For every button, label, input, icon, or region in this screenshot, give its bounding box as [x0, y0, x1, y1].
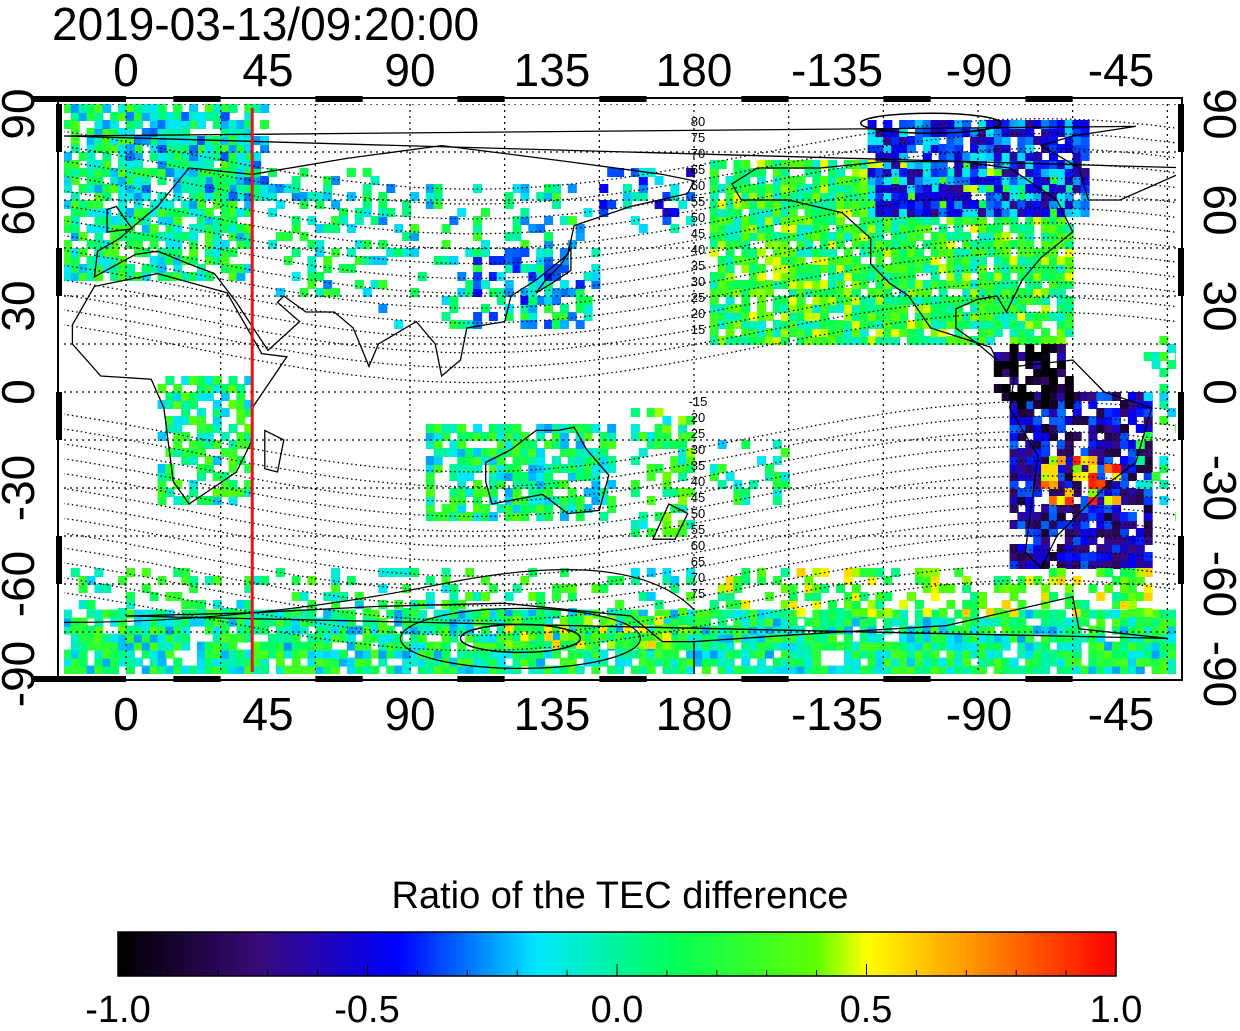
right-latitude-label: -60: [1194, 551, 1240, 617]
bottom-longitude-label: -90: [946, 688, 1012, 740]
contour-label: 65: [691, 554, 705, 569]
map-area: [64, 104, 1176, 674]
contour-label: 45: [691, 226, 705, 241]
bottom-longitude-label: 0: [113, 688, 139, 740]
bottom-longitude-label: 90: [384, 688, 435, 740]
top-longitude-label: -45: [1088, 44, 1154, 96]
contour-label: 60: [691, 178, 705, 193]
top-longitude-label: 45: [242, 44, 293, 96]
contour-label: 30: [691, 274, 705, 289]
contour-label: 15: [691, 322, 705, 337]
top-longitude-label: -135: [791, 44, 883, 96]
bottom-longitude-label: -45: [1088, 688, 1154, 740]
contour-label: 80: [691, 114, 705, 129]
top-longitude-labels: 0 45 90 135 180 -135 -90 -45: [113, 44, 1154, 96]
contour-label: 35: [691, 458, 705, 473]
colorbar-tick-label: 0.0: [590, 989, 644, 1031]
right-latitude-label: 90: [1194, 88, 1240, 139]
bottom-longitude-label: 45: [242, 688, 293, 740]
left-latitude-label: 90: [0, 88, 44, 139]
frame-tick-bars: [31, 96, 1184, 682]
contour-label: 70: [691, 146, 705, 161]
geomagnetic-contours: [64, 112, 1176, 670]
colorbar-tick-label: 1.0: [1089, 989, 1143, 1031]
contour-label: 60: [691, 538, 705, 553]
left-latitude-label: -30: [0, 455, 44, 521]
right-latitude-label: 0: [1194, 379, 1240, 405]
contour-label: 40: [691, 474, 705, 489]
timestamp-title: 2019-03-13/09:20:00: [52, 0, 480, 50]
left-latitude-label: 60: [0, 184, 44, 235]
contour-label: 50: [691, 210, 705, 225]
left-latitude-label: 30: [0, 280, 44, 331]
right-latitude-label: -30: [1194, 455, 1240, 521]
contour-label: 75: [691, 586, 705, 601]
left-latitude-label: -90: [0, 641, 44, 707]
left-latitude-labels: 90 60 30 0 -30 -60 -90: [0, 88, 44, 707]
right-latitude-labels: 90 60 30 0 -30 -60 -90: [1194, 88, 1240, 707]
top-longitude-label: 0: [113, 44, 139, 96]
colorbar-title: Ratio of the TEC difference: [391, 875, 849, 917]
contour-label: 75: [691, 130, 705, 145]
left-latitude-label: 0: [0, 379, 44, 405]
bottom-longitude-label: -135: [791, 688, 883, 740]
contour-value-labels: 8075706560555045403530252015-15202530354…: [689, 114, 708, 601]
contour-label: 25: [691, 426, 705, 441]
contour-label: 30: [691, 442, 705, 457]
contour-label: 20: [691, 410, 705, 425]
contour-label: 35: [691, 258, 705, 273]
right-latitude-label: -90: [1194, 641, 1240, 707]
contour-label: 55: [691, 522, 705, 537]
top-longitude-label: 180: [656, 44, 733, 96]
contour-label: 65: [691, 162, 705, 177]
colorbar-tick-label: -1.0: [85, 989, 151, 1031]
colorbar-ticks: [117, 964, 1117, 976]
contour-label: 55: [691, 194, 705, 209]
top-longitude-label: 135: [514, 44, 591, 96]
colorbar-tick-label: -0.5: [334, 989, 400, 1031]
top-longitude-label: -90: [946, 44, 1012, 96]
contour-label: -15: [689, 394, 708, 409]
bottom-longitude-label: 180: [656, 688, 733, 740]
contour-label: 45: [691, 490, 705, 505]
colorbar-tick-label: 0.5: [839, 989, 893, 1031]
right-latitude-label: 30: [1194, 280, 1240, 331]
contour-label: 50: [691, 506, 705, 521]
contour-label: 40: [691, 242, 705, 257]
tec-data-patches: [64, 104, 1176, 674]
contour-label: 20: [691, 306, 705, 321]
right-latitude-label: 60: [1194, 184, 1240, 235]
contour-label: 70: [691, 570, 705, 585]
bottom-longitude-label: 135: [514, 688, 591, 740]
top-longitude-label: 90: [384, 44, 435, 96]
contour-label: 25: [691, 290, 705, 305]
bottom-longitude-labels: 0 45 90 135 180 -135 -90 -45: [113, 688, 1154, 740]
left-latitude-label: -60: [0, 551, 44, 617]
